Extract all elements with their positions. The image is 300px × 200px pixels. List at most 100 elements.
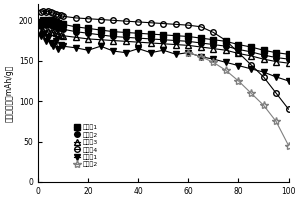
实施例3 — [86, 38, 90, 40]
实施例1 — [199, 37, 203, 39]
对比例1 — [41, 33, 45, 35]
对比例2 — [212, 61, 215, 64]
实施例1 — [111, 30, 115, 33]
实施例2 — [46, 23, 50, 26]
Line: 对比例1: 对比例1 — [38, 31, 291, 84]
实施例1 — [41, 19, 45, 22]
对比例1 — [61, 45, 65, 47]
对比例1 — [111, 50, 115, 52]
实施例4 — [46, 10, 50, 13]
实施例3 — [174, 43, 178, 46]
对比例1 — [174, 53, 178, 55]
对比例1 — [136, 47, 140, 50]
对比例1 — [274, 76, 278, 78]
对比例1 — [149, 51, 153, 54]
对比例1 — [161, 49, 165, 51]
实施例2 — [54, 26, 57, 28]
实施例1 — [59, 22, 62, 25]
实施例4 — [274, 92, 278, 94]
实施例2 — [249, 51, 253, 53]
实施例4 — [59, 14, 62, 17]
实施例3 — [54, 32, 57, 34]
实施例3 — [44, 30, 47, 33]
实施例4 — [262, 76, 265, 78]
实施例1 — [149, 33, 153, 35]
实施例3 — [249, 55, 253, 57]
实施例2 — [237, 48, 240, 51]
实施例1 — [224, 40, 228, 43]
实施例3 — [74, 36, 77, 39]
实施例2 — [111, 35, 115, 38]
对比例1 — [51, 45, 55, 47]
对比例1 — [199, 56, 203, 58]
实施例4 — [199, 26, 203, 28]
实施例1 — [51, 20, 55, 22]
实施例2 — [212, 43, 215, 46]
实施例4 — [187, 24, 190, 26]
对比例1 — [44, 39, 47, 42]
对比例1 — [287, 80, 290, 82]
实施例3 — [41, 30, 45, 32]
实施例1 — [161, 34, 165, 36]
实施例3 — [59, 34, 62, 36]
对比例1 — [49, 42, 52, 44]
实施例1 — [187, 35, 190, 38]
实施例4 — [54, 13, 57, 15]
实施例1 — [86, 27, 90, 30]
对比例1 — [249, 68, 253, 70]
实施例2 — [59, 27, 62, 30]
实施例1 — [124, 31, 128, 34]
对比例1 — [39, 35, 42, 38]
Line: 实施例2: 实施例2 — [38, 22, 291, 62]
实施例1 — [44, 20, 47, 22]
实施例3 — [224, 49, 228, 51]
对比例1 — [224, 61, 228, 64]
实施例4 — [136, 21, 140, 23]
对比例1 — [59, 43, 62, 46]
实施例4 — [224, 39, 228, 42]
对比例1 — [212, 58, 215, 60]
对比例2 — [237, 80, 240, 82]
实施例3 — [99, 39, 103, 41]
Line: 实施例3: 实施例3 — [38, 28, 291, 66]
实施例4 — [111, 19, 115, 22]
实施例4 — [49, 11, 52, 13]
实施例4 — [86, 18, 90, 20]
实施例1 — [61, 23, 65, 26]
实施例1 — [274, 51, 278, 54]
实施例3 — [39, 31, 42, 34]
实施例1 — [74, 26, 77, 28]
Line: 实施例4: 实施例4 — [38, 9, 291, 112]
实施例2 — [99, 34, 103, 36]
实施例3 — [287, 62, 290, 64]
对比例1 — [46, 37, 50, 39]
实施例2 — [199, 42, 203, 44]
对比例1 — [86, 49, 90, 51]
实施例1 — [39, 21, 42, 23]
实施例2 — [61, 28, 65, 30]
实施例2 — [136, 37, 140, 39]
实施例3 — [149, 42, 153, 44]
实施例4 — [74, 17, 77, 19]
实施例3 — [199, 46, 203, 48]
实施例1 — [49, 19, 52, 22]
实施例4 — [161, 22, 165, 25]
实施例1 — [262, 49, 265, 51]
实施例2 — [51, 25, 55, 27]
实施例4 — [249, 64, 253, 66]
对比例1 — [56, 47, 60, 50]
实施例2 — [187, 40, 190, 43]
实施例2 — [41, 23, 45, 26]
实施例3 — [124, 40, 128, 43]
实施例1 — [56, 22, 60, 24]
对比例1 — [124, 51, 128, 54]
实施例4 — [237, 51, 240, 54]
实施例2 — [86, 32, 90, 34]
实施例3 — [111, 39, 115, 42]
对比例2 — [262, 104, 265, 106]
对比例2 — [274, 120, 278, 123]
实施例4 — [174, 23, 178, 26]
实施例3 — [237, 52, 240, 55]
实施例2 — [224, 45, 228, 47]
对比例2 — [249, 92, 253, 94]
